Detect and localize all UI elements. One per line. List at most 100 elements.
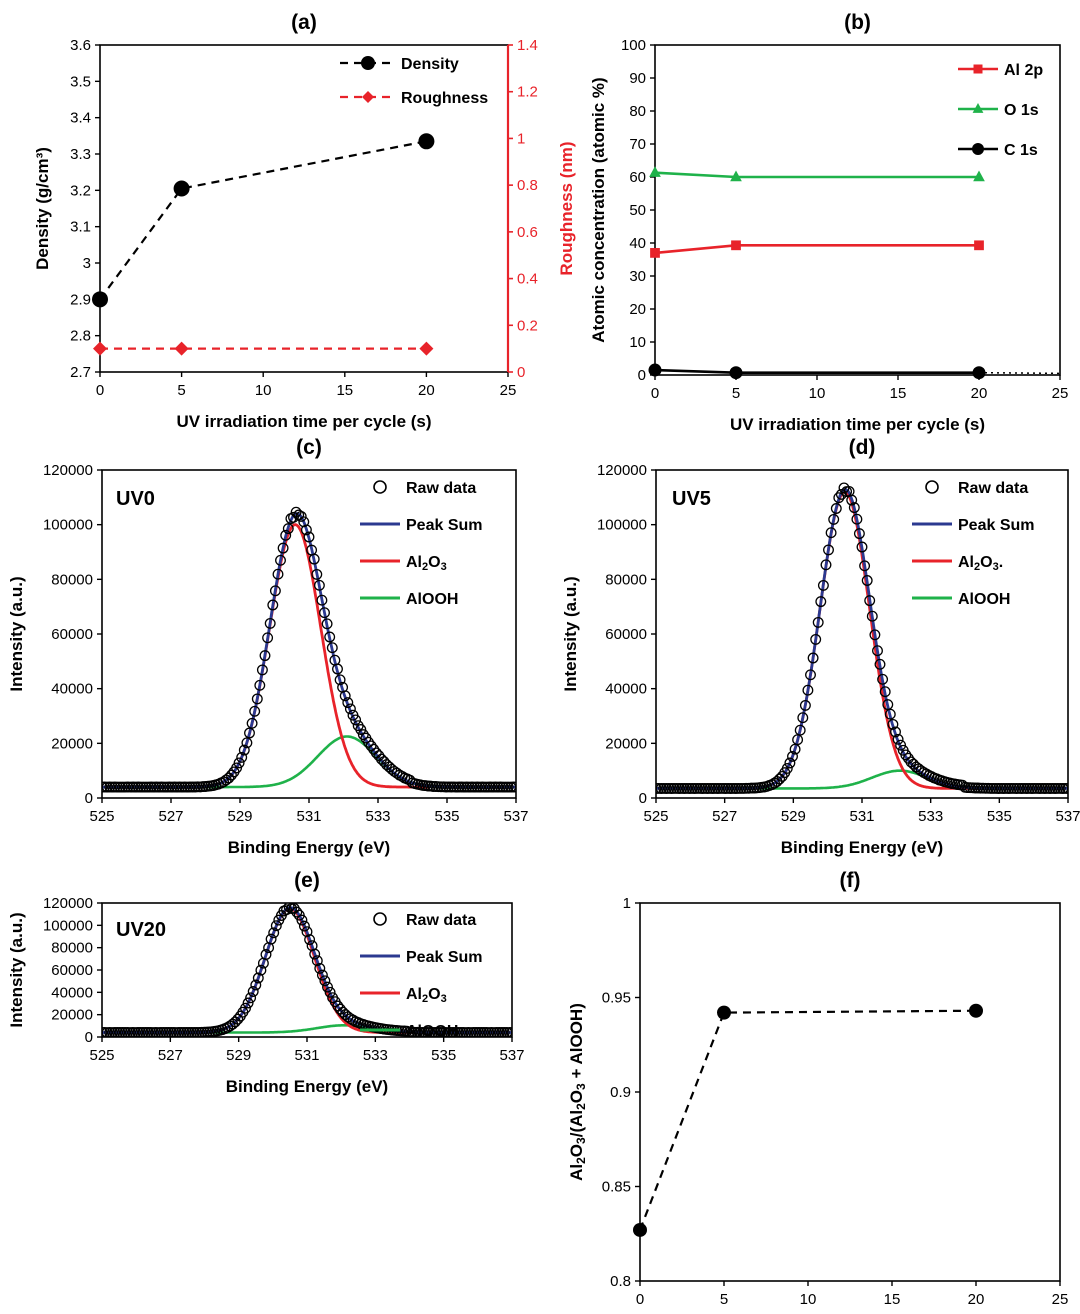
raw-data-point — [416, 1026, 428, 1037]
x-tick-label: 5 — [177, 382, 185, 399]
raw-data-point — [421, 1026, 433, 1037]
y-tick-label: 60000 — [51, 962, 93, 979]
y2-tick-label: 0.2 — [517, 317, 538, 334]
y-tick-label: 40000 — [51, 984, 93, 1001]
raw-data-point — [453, 781, 465, 793]
text-span: Raw data — [958, 480, 1028, 497]
text-span: 2 — [422, 561, 428, 573]
raw-data-point — [781, 762, 793, 774]
raw-data-points — [102, 506, 516, 793]
plot-frame — [639, 902, 1061, 1282]
raw-data-point — [233, 757, 245, 769]
raw-data-point — [114, 781, 126, 793]
raw-data-point — [324, 986, 336, 998]
raw-data-point — [892, 733, 904, 745]
y-tick-label: 3.3 — [70, 146, 91, 163]
raw-data-point — [887, 718, 899, 730]
y-tick-label: 80000 — [605, 571, 647, 588]
raw-data-point — [140, 781, 152, 793]
raw-data-point — [787, 750, 798, 762]
raw-data-point — [268, 927, 280, 939]
y2-tick-label: 0.8 — [517, 177, 538, 194]
raw-data-point — [269, 585, 281, 597]
panel-label: (c) — [296, 436, 322, 459]
text-span: Raw data — [406, 912, 476, 929]
x-tick-label: 15 — [890, 385, 907, 402]
legend-label: Density — [401, 56, 459, 73]
y2-tick-label: 0.6 — [517, 224, 538, 241]
y-tick-label: 120000 — [43, 895, 93, 912]
x-axis-label: Binding Energy (eV) — [228, 838, 390, 857]
raw-data-point — [247, 986, 259, 997]
y-tick-label: 2.7 — [70, 364, 91, 381]
y-tick-label: 50 — [629, 202, 646, 219]
text-span: Al — [958, 554, 974, 571]
raw-data-point — [316, 594, 328, 606]
y-tick-label: 0 — [85, 1029, 93, 1046]
raw-data-point — [300, 524, 312, 536]
raw-data-point — [259, 650, 271, 662]
text-span: Al — [406, 554, 422, 571]
raw-data-point — [191, 1026, 203, 1037]
x-tick-label: 25 — [1052, 385, 1069, 402]
panel-label: (a) — [291, 11, 317, 34]
x-tick-label: 533 — [363, 1047, 388, 1064]
series-line-ratio — [638, 1009, 977, 1231]
raw-data-point — [184, 781, 196, 793]
y2-axis-label: Roughness (nm) — [557, 141, 576, 275]
text-span: /(Al — [567, 1110, 586, 1137]
x-tick-label: 529 — [226, 1047, 251, 1064]
y2-tick-label: 0 — [517, 364, 525, 381]
text-span: AlOOH — [406, 1023, 458, 1040]
text-span: 3 — [993, 561, 999, 573]
panel-label: (f) — [840, 869, 861, 892]
raw-data-point — [856, 541, 868, 553]
panel-d: 525 527 529 531 533 535 537 0 20000 40000 60000 800… — [561, 436, 1080, 857]
y-tick-label: 0.95 — [602, 990, 631, 1007]
raw-data-point — [187, 781, 199, 793]
raw-data-point — [437, 1027, 449, 1037]
raw-data-point — [691, 782, 703, 794]
raw-data-point — [365, 740, 377, 752]
data-point-density — [92, 291, 108, 308]
x-tick-label: 20 — [418, 382, 435, 399]
x-tick-label: 0 — [636, 1291, 644, 1308]
plot-area — [102, 903, 512, 1037]
series-line-o-1s — [654, 171, 979, 179]
y-tick-label: 2.9 — [70, 291, 91, 308]
y-tick-label: 20 — [629, 301, 646, 318]
raw-data-point — [503, 1027, 512, 1037]
raw-data-point — [102, 1027, 108, 1037]
raw-data-point — [799, 699, 811, 711]
sample-label: UV20 — [116, 919, 166, 941]
data-point-density — [173, 180, 190, 197]
raw-data-point — [409, 1026, 421, 1037]
raw-data-point — [470, 1027, 482, 1037]
raw-data-point — [486, 1027, 497, 1037]
x-tick-label: 525 — [89, 808, 114, 825]
x-tick-label: 525 — [643, 808, 668, 825]
raw-data-point — [117, 1027, 128, 1037]
x-tick-label: 527 — [158, 1047, 183, 1064]
y-tick-label: 40 — [629, 235, 646, 252]
raw-data-point — [244, 727, 255, 739]
raw-data-point — [114, 1027, 126, 1037]
y-tick-label: 3.1 — [70, 219, 91, 236]
text-span: 2 — [574, 1157, 588, 1164]
raw-data-point — [321, 618, 333, 630]
raw-data-point — [291, 906, 303, 918]
legend-marker — [361, 56, 375, 70]
x-tick-label: 25 — [500, 382, 517, 399]
raw-data-point — [236, 751, 248, 763]
x-tick-label: 525 — [89, 1047, 114, 1064]
x-tick-label: 529 — [781, 808, 806, 825]
y2-tick-label: 0.4 — [517, 271, 538, 288]
legend: Density Roughness — [340, 56, 488, 107]
y2-tick-label: 1 — [517, 130, 525, 147]
text-span: AlOOH — [958, 591, 1010, 608]
x-axis-label: Binding Energy (eV) — [781, 838, 943, 857]
raw-data-point — [254, 679, 266, 691]
panel-label: (e) — [294, 869, 320, 892]
y-tick-label: 60000 — [605, 626, 647, 643]
plot-frame — [654, 44, 1061, 376]
